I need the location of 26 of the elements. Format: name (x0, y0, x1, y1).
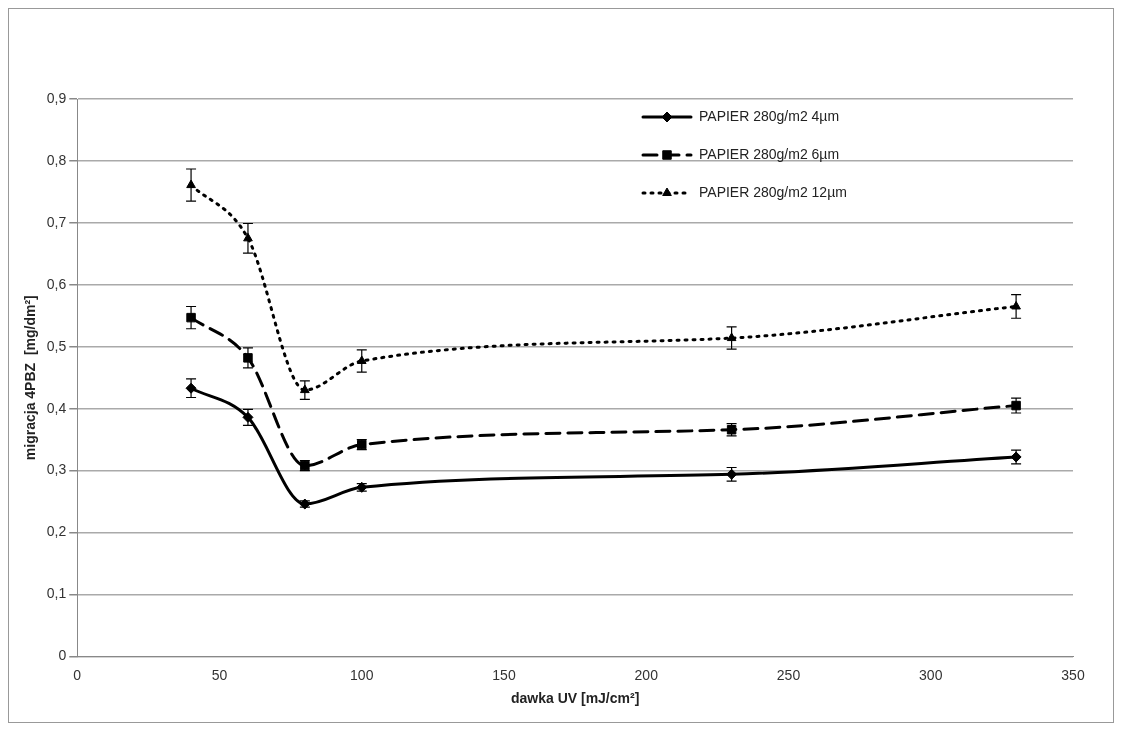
x-tick-label: 0 (73, 666, 82, 683)
legend-label: PAPIER 280g/m2 12µm (699, 183, 847, 200)
point (356, 355, 367, 364)
y-axis-title: migracja 4PBZ [mg/dm²] (22, 295, 39, 461)
legend-label: PAPIER 280g/m2 4µm (699, 107, 840, 124)
point (186, 312, 196, 323)
y-tick-label: 0,6 (46, 275, 67, 292)
y-tick-label: 0,5 (46, 337, 67, 354)
x-axis-title: dawka UV [mJ/cm²] (510, 690, 640, 707)
x-tick-label: 350 (1061, 666, 1085, 683)
x-tick-label: 300 (919, 666, 943, 683)
y-tick-label: 0,4 (46, 399, 67, 416)
point (243, 353, 253, 363)
legend-label: PAPIER 280g/m2 6µm (699, 145, 840, 162)
y-tick-label: 0,2 (46, 523, 67, 540)
y-tick-label: 0,3 (46, 461, 67, 478)
y-tick-label: 0 (58, 647, 67, 664)
x-tick-label: 100 (350, 666, 374, 683)
y-tick-label: 0,7 (46, 213, 67, 230)
x-tick-label: 200 (634, 666, 659, 683)
x-tick-label: 250 (776, 666, 801, 683)
x-tick-label: 50 (211, 666, 228, 683)
y-tick-label: 0,1 (46, 585, 67, 602)
y-tick-label: 0,8 (46, 151, 67, 168)
y-tick-label: 0,9 (46, 89, 67, 106)
x-tick-label: 150 (492, 666, 516, 683)
